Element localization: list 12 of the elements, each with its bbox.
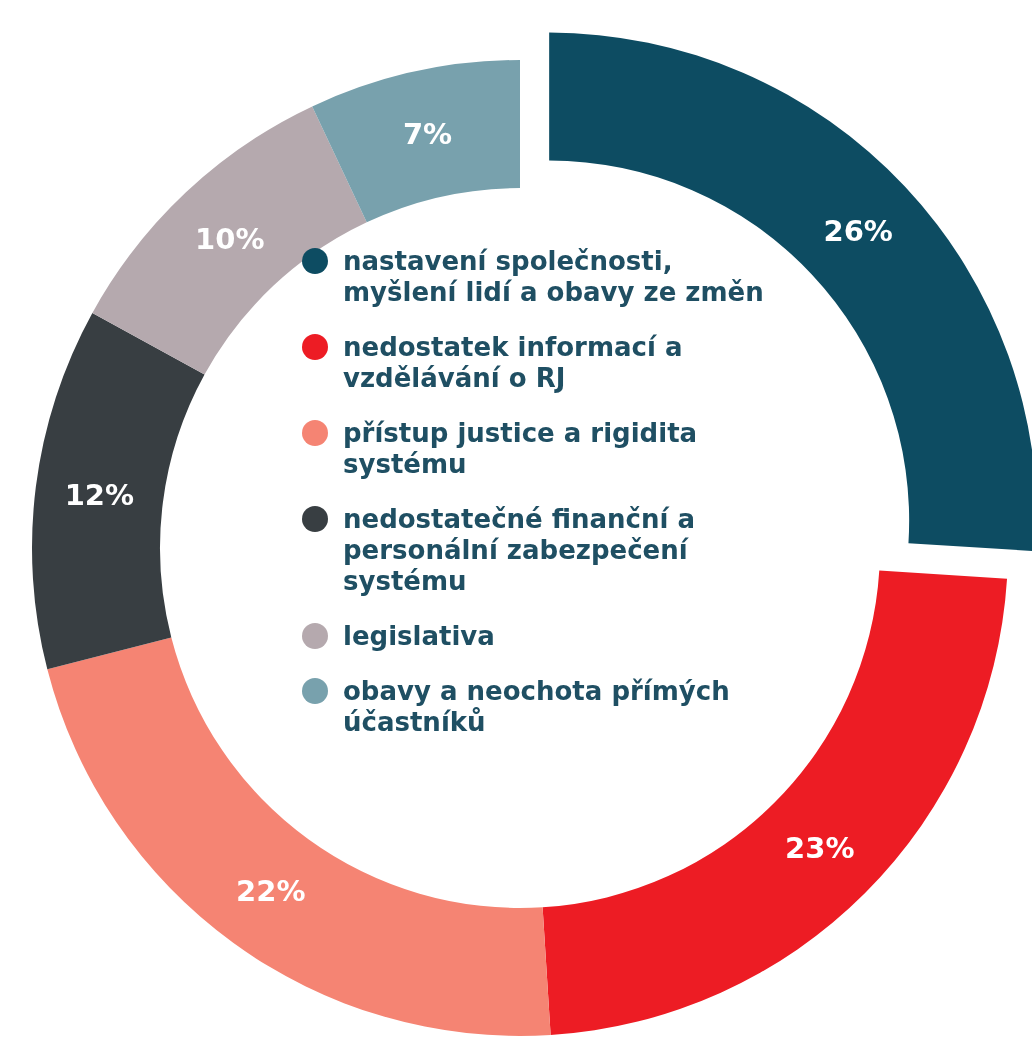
legend-label: nedostatečné finanční a personální zabezpečení systému (343, 504, 696, 596)
legend-label: přístup justice a rigidita systému (343, 418, 698, 479)
data-label: 7% (402, 117, 453, 152)
data-label: 12% (64, 478, 135, 513)
data-label: 22% (236, 874, 306, 909)
legend-label: legislativa (343, 621, 495, 651)
data-label: 10% (195, 222, 265, 257)
data-label: 26% (823, 213, 893, 248)
legend-label: nedostatek informací a vzdělávání o RJ (343, 332, 683, 393)
legend-label: obavy a neochota přímých účastníků (343, 676, 730, 737)
data-label: 23% (785, 830, 855, 865)
legend-label: nastavení společnosti, myšlení lidí a obavy ze změn (343, 246, 764, 307)
